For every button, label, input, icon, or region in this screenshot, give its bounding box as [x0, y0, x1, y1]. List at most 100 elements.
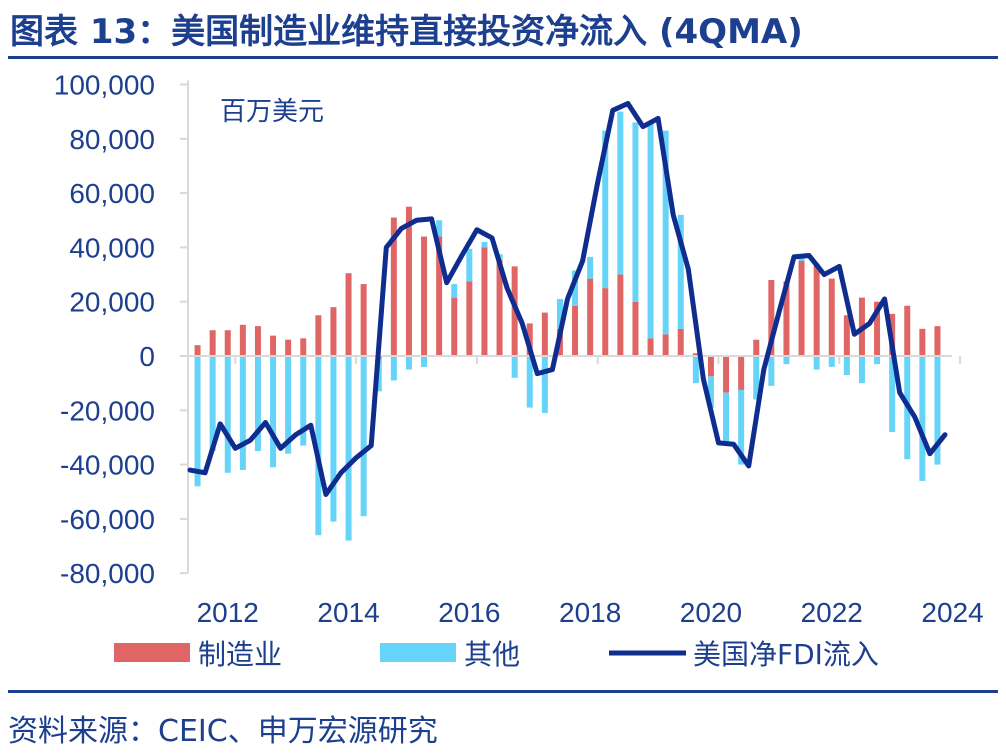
- bar-manufacturing: [315, 315, 322, 356]
- bar-other: [692, 356, 699, 384]
- bar-other: [662, 130, 669, 335]
- bar-manufacturing: [270, 335, 277, 356]
- bar-manufacturing: [662, 334, 669, 356]
- bar-other: [270, 356, 277, 468]
- bar-other: [254, 356, 261, 452]
- bar-other: [813, 356, 820, 370]
- bar-manufacturing: [798, 260, 805, 356]
- bar-other: [466, 248, 473, 282]
- bar-other: [587, 256, 594, 279]
- bar-manufacturing: [481, 247, 488, 356]
- bar-manufacturing: [904, 305, 911, 356]
- legend-swatch-manufacturing: [114, 643, 190, 662]
- bar-manufacturing: [723, 356, 730, 393]
- bar-manufacturing: [209, 330, 216, 356]
- bar-other: [707, 376, 714, 408]
- bar-manufacturing: [254, 326, 261, 356]
- bar-other: [738, 389, 745, 465]
- legend-swatch-other: [380, 643, 456, 662]
- bar-other: [390, 356, 397, 381]
- bar-manufacturing: [496, 259, 503, 356]
- y-tick-label: -40,000: [60, 450, 155, 481]
- bar-other: [828, 356, 835, 367]
- bar-other: [723, 392, 730, 446]
- bar-manufacturing: [602, 288, 609, 356]
- bar-other: [224, 356, 231, 473]
- x-tick-label: 2014: [317, 597, 379, 628]
- bar-manufacturing: [300, 338, 307, 356]
- y-tick-label: 20,000: [69, 287, 155, 318]
- bar-other: [919, 356, 926, 481]
- bar-manufacturing: [813, 263, 820, 356]
- y-tick-label: 0: [139, 341, 155, 372]
- bar-other: [511, 356, 518, 378]
- x-tick-label: 2016: [438, 597, 500, 628]
- bar-manufacturing: [421, 236, 428, 356]
- bar-other: [753, 356, 760, 400]
- bar-other: [632, 122, 639, 302]
- bar-other: [647, 121, 654, 339]
- x-tick-label: 2024: [921, 597, 983, 628]
- bar-other: [602, 130, 609, 289]
- legend-label-other: 其他: [464, 638, 520, 671]
- bar-other: [572, 270, 579, 306]
- bar-other: [285, 356, 292, 454]
- bar-manufacturing: [919, 328, 926, 356]
- line-net-fdi: [187, 101, 948, 497]
- bar-other: [345, 356, 352, 541]
- legend-label-manufacturing: 制造业: [198, 638, 282, 671]
- source-rule: [8, 690, 998, 693]
- bar-other: [360, 356, 367, 517]
- bar-manufacturing: [753, 339, 760, 356]
- bar-other: [783, 356, 790, 365]
- bar-manufacturing: [330, 307, 337, 356]
- bar-manufacturing: [874, 301, 881, 356]
- unit-label: 百万美元: [220, 97, 324, 127]
- bar-other: [300, 356, 307, 446]
- y-tick-label: -20,000: [60, 395, 155, 426]
- bar-manufacturing: [934, 326, 941, 356]
- x-tick-label: 2022: [801, 597, 863, 628]
- bar-other: [421, 356, 428, 367]
- bar-other: [858, 356, 865, 384]
- bar-manufacturing: [194, 345, 201, 356]
- y-tick-label: 100,000: [54, 70, 155, 101]
- bar-other: [194, 356, 201, 487]
- bar-other: [934, 356, 941, 465]
- x-tick-label: 2020: [680, 597, 742, 628]
- bar-manufacturing: [632, 301, 639, 356]
- bar-other: [874, 356, 881, 365]
- chart-title: 图表 13：美国制造业维持直接投资净流入 (4QMA): [10, 12, 803, 52]
- bar-manufacturing: [572, 305, 579, 356]
- bar-other: [843, 356, 850, 376]
- bar-manufacturing: [647, 338, 654, 356]
- bar-manufacturing: [617, 274, 624, 356]
- bar-manufacturing: [692, 353, 699, 356]
- bar-other: [239, 356, 246, 471]
- bar-other: [556, 298, 563, 329]
- bar-manufacturing: [436, 236, 443, 356]
- bar-other: [677, 214, 684, 329]
- source-note: 资料来源：CEIC、申万宏源研究: [8, 714, 438, 749]
- y-tick-label: 60,000: [69, 178, 155, 209]
- bar-manufacturing: [390, 217, 397, 356]
- bar-manufacturing: [405, 206, 412, 356]
- x-tick-label: 2012: [197, 597, 259, 628]
- bar-other: [436, 220, 443, 237]
- chart-area: 100,000 80,000 60,000 40,000 20,000 0 -20,000 -…: [54, 70, 984, 672]
- bar-manufacturing: [224, 330, 231, 356]
- bar-manufacturing: [783, 281, 790, 356]
- bar-other: [209, 356, 216, 452]
- bar-other: [330, 356, 337, 522]
- bar-manufacturing: [738, 356, 745, 390]
- bar-manufacturing: [843, 315, 850, 356]
- legend-label-net-fdi: 美国净FDI流入: [693, 638, 879, 671]
- bar-other: [889, 356, 896, 433]
- title-rule: [8, 56, 998, 59]
- bar-other: [541, 356, 548, 414]
- bar-other: [526, 356, 533, 408]
- y-tick-label: 80,000: [69, 124, 155, 155]
- bar-manufacturing: [677, 328, 684, 356]
- bar-manufacturing: [526, 323, 533, 356]
- bar-manufacturing: [587, 278, 594, 356]
